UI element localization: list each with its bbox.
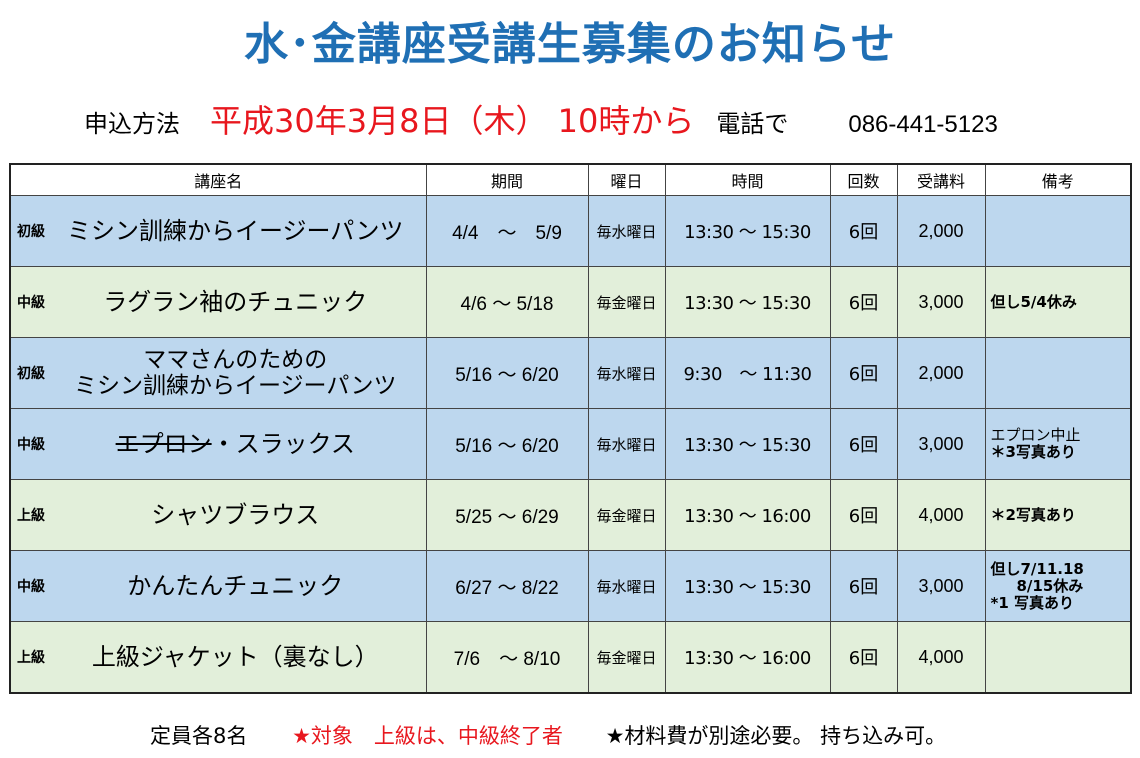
course-table: 講座名 期間 曜日 時間 回数 受講料 備考 初級 ミシン訓練からイージーパンツ… bbox=[9, 163, 1132, 694]
table-row: 初級 ママさんのための ミシン訓練からイージーパンツ 5/16 ～ 6/20 毎… bbox=[9, 337, 1132, 409]
course-time: 13:30 ～ 16:00 bbox=[664, 621, 831, 694]
apply-method-label: 申込方法 bbox=[84, 110, 180, 138]
table-row: 中級 エプロン・スラックス 5/16 ～ 6/20 毎水曜日 13:30 ～ 1… bbox=[9, 408, 1132, 480]
course-time: 13:30 ～ 15:30 bbox=[664, 408, 831, 480]
course-level: 初級 bbox=[17, 366, 45, 382]
course-count: 6回 bbox=[829, 621, 898, 694]
table-row: 上級 シャツブラウス 5/25 ～ 6/29 毎金曜日 13:30 ～ 16:0… bbox=[9, 479, 1132, 551]
course-level: 上級 bbox=[17, 650, 45, 666]
header-name: 講座名 bbox=[9, 163, 427, 196]
header-note: 備考 bbox=[984, 163, 1132, 196]
course-count: 6回 bbox=[829, 408, 898, 480]
course-count: 6回 bbox=[829, 195, 898, 267]
note-line1: エプロン中止 bbox=[990, 426, 1081, 444]
course-fee: 4,000 bbox=[896, 479, 986, 551]
course-level: 上級 bbox=[17, 508, 45, 524]
course-period: 5/16 ～ 6/20 bbox=[425, 337, 589, 409]
course-name-rest: ・スラックス bbox=[211, 430, 355, 458]
course-weekday: 毎水曜日 bbox=[587, 408, 666, 480]
course-note bbox=[984, 195, 1132, 267]
course-fee: 2,000 bbox=[896, 337, 986, 409]
course-note bbox=[984, 337, 1132, 409]
course-weekday: 毎金曜日 bbox=[587, 266, 666, 338]
course-period: 5/16 ～ 6/20 bbox=[425, 408, 589, 480]
course-note: ＊2写真あり bbox=[984, 479, 1132, 551]
note-line1: 但し7/11.18 bbox=[990, 559, 1084, 578]
course-name-line1: ママさんのための bbox=[143, 347, 328, 373]
course-time: 9:30 ～ 11:30 bbox=[664, 337, 831, 409]
course-count: 6回 bbox=[829, 550, 898, 622]
course-fee: 2,000 bbox=[896, 195, 986, 267]
header-weekday: 曜日 bbox=[587, 163, 666, 196]
materials-text: ★材料費が別途必要。 持ち込み可。 bbox=[605, 724, 947, 748]
course-name-cell: 上級 上級ジャケット（裏なし） bbox=[9, 621, 427, 694]
course-time: 13:30 ～ 15:30 bbox=[664, 195, 831, 267]
table-row: 中級 ラグラン袖のチュニック 4/6 ～ 5/18 毎金曜日 13:30 ～ 1… bbox=[9, 266, 1132, 338]
header-period: 期間 bbox=[425, 163, 589, 196]
course-name: エプロン・スラックス bbox=[45, 431, 426, 457]
course-name-cell: 上級 シャツブラウス bbox=[9, 479, 427, 551]
course-level: 初級 bbox=[17, 224, 45, 240]
course-weekday: 毎水曜日 bbox=[587, 550, 666, 622]
course-name: ラグラン袖のチュニック bbox=[103, 288, 368, 316]
page-title: 水･金講座受講生募集のお知らせ bbox=[243, 19, 897, 70]
course-name-line2: ミシン訓練からイージーパンツ bbox=[74, 373, 397, 399]
course-time: 13:30 ～ 16:00 bbox=[664, 479, 831, 551]
capacity-text: 定員各8名 bbox=[150, 724, 248, 748]
phone-label: 電話で bbox=[716, 110, 789, 138]
course-name-cell: 中級 かんたんチュニック bbox=[9, 550, 427, 622]
course-name: 上級ジャケット（裏なし） bbox=[91, 643, 379, 671]
phone-number: 086-441-5123 bbox=[848, 111, 998, 138]
table-row: 中級 かんたんチュニック 6/27 ～ 8/22 毎水曜日 13:30 ～ 15… bbox=[9, 550, 1132, 622]
course-count: 6回 bbox=[829, 479, 898, 551]
course-level: 中級 bbox=[17, 579, 45, 595]
course-weekday: 毎金曜日 bbox=[587, 479, 666, 551]
course-period: 6/27 ～ 8/22 bbox=[425, 550, 589, 622]
course-period: 7/6 ～ 8/10 bbox=[425, 621, 589, 694]
course-level: 中級 bbox=[17, 437, 45, 453]
course-note: 但し5/4休み bbox=[984, 266, 1132, 338]
course-count: 6回 bbox=[829, 266, 898, 338]
application-info: 申込方法 平成30年3月8日（木） 10時から 電話で 086-441-5123 bbox=[84, 96, 998, 140]
course-fee: 3,000 bbox=[896, 550, 986, 622]
course-fee: 4,000 bbox=[896, 621, 986, 694]
course-name-cell: 中級 ラグラン袖のチュニック bbox=[9, 266, 427, 338]
course-name: シャツブラウス bbox=[151, 501, 320, 529]
course-name-cancelled: エプロン bbox=[115, 430, 212, 458]
course-name-cell: 初級 ミシン訓練からイージーパンツ bbox=[9, 195, 427, 267]
target-text: ★対象 上級は、中級終了者 bbox=[292, 724, 563, 748]
course-note: エプロン中止 ＊3写真あり bbox=[984, 408, 1132, 480]
course-name-cell: 初級 ママさんのための ミシン訓練からイージーパンツ bbox=[9, 337, 427, 409]
header-count: 回数 bbox=[829, 163, 898, 196]
header-fee: 受講料 bbox=[896, 163, 986, 196]
note-line3: *1 写真あり bbox=[990, 593, 1075, 612]
course-time: 13:30 ～ 15:30 bbox=[664, 550, 831, 622]
course-weekday: 毎金曜日 bbox=[587, 621, 666, 694]
header-time: 時間 bbox=[664, 163, 831, 196]
note-line2: 8/15休み bbox=[1016, 576, 1084, 595]
table-header-row: 講座名 期間 曜日 時間 回数 受講料 備考 bbox=[9, 163, 1132, 196]
course-period: 4/6 ～ 5/18 bbox=[425, 266, 589, 338]
course-name: かんたんチュニック bbox=[127, 572, 344, 600]
table-row: 上級 上級ジャケット（裏なし） 7/6 ～ 8/10 毎金曜日 13:30 ～ … bbox=[9, 621, 1132, 694]
footer-notes: 定員各8名 ★対象 上級は、中級終了者 ★材料費が別途必要。 持ち込み可。 bbox=[150, 720, 946, 750]
course-weekday: 毎水曜日 bbox=[587, 337, 666, 409]
table-row: 初級 ミシン訓練からイージーパンツ 4/4 ～ 5/9 毎水曜日 13:30 ～… bbox=[9, 195, 1132, 267]
course-time: 13:30 ～ 15:30 bbox=[664, 266, 831, 338]
course-name: ミシン訓練からイージーパンツ bbox=[67, 217, 404, 245]
course-level: 中級 bbox=[17, 295, 45, 311]
course-weekday: 毎水曜日 bbox=[587, 195, 666, 267]
course-period: 5/25 ～ 6/29 bbox=[425, 479, 589, 551]
note-line2: ＊3写真あり bbox=[990, 443, 1076, 461]
course-count: 6回 bbox=[829, 337, 898, 409]
apply-date: 平成30年3月8日（木） 10時から bbox=[210, 102, 695, 140]
course-note: 但し7/11.18 8/15休み *1 写真あり bbox=[984, 550, 1132, 622]
course-name-cell: 中級 エプロン・スラックス bbox=[9, 408, 427, 480]
course-note bbox=[984, 621, 1132, 694]
course-period: 4/4 ～ 5/9 bbox=[425, 195, 589, 267]
course-name: ママさんのための ミシン訓練からイージーパンツ bbox=[45, 347, 426, 399]
course-fee: 3,000 bbox=[896, 408, 986, 480]
course-fee: 3,000 bbox=[896, 266, 986, 338]
